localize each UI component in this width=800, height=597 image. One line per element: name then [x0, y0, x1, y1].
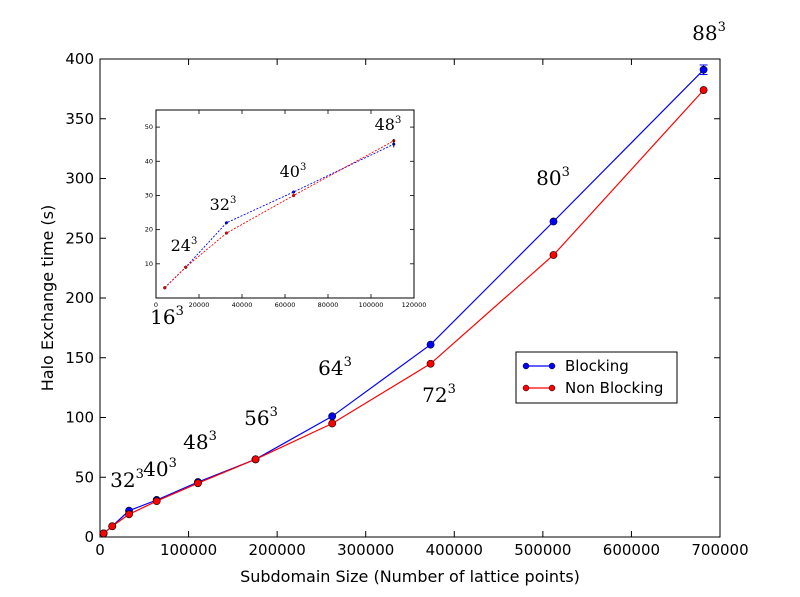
legend-marker	[548, 362, 556, 370]
legend-marker	[548, 384, 556, 392]
inset-size-annotation: 483	[375, 115, 402, 134]
y-tick-label: 250	[65, 229, 94, 247]
inset-data-point	[224, 231, 229, 235]
data-point	[549, 251, 558, 259]
data-point	[549, 217, 558, 226]
inset-data-point	[163, 286, 167, 290]
size-annotation: 163	[150, 304, 184, 329]
inset-y-tick-label: 20	[145, 226, 153, 234]
data-point	[194, 479, 202, 488]
inset-y-tick-label: 50	[145, 123, 153, 131]
data-point	[125, 510, 133, 519]
data-point	[699, 86, 708, 94]
inset-x-tick-label: 20000	[189, 301, 210, 309]
inset-data-point	[224, 221, 229, 225]
inset-size-annotation: 243	[171, 236, 198, 255]
data-point	[99, 529, 108, 538]
y-tick-label: 350	[65, 110, 94, 128]
inset-data-point	[292, 190, 296, 194]
y-axis-label: Halo Exchange time (s)	[38, 205, 57, 391]
y-tick-label: 300	[65, 170, 94, 188]
series-line-non-blocking	[103, 89, 705, 534]
x-tick-label: 0	[95, 541, 105, 559]
x-tick-label: 500000	[514, 541, 571, 559]
legend-marker	[522, 384, 530, 392]
y-tick-label: 0	[84, 528, 94, 546]
size-annotation: 483	[183, 429, 217, 454]
inset-size-annotation: 403	[280, 162, 307, 181]
y-tick-label: 200	[65, 289, 94, 307]
y-tick-label: 150	[65, 349, 94, 367]
legend-box	[515, 351, 678, 404]
size-annotation: 643	[318, 355, 352, 380]
x-tick-label: 100000	[160, 541, 217, 559]
x-tick-label: 700000	[691, 541, 748, 559]
size-annotation: 883	[692, 20, 726, 45]
y-tick-label: 50	[75, 468, 94, 486]
inset-plot-frame	[155, 109, 415, 299]
data-point	[699, 65, 708, 74]
size-annotation: 723	[422, 382, 456, 407]
inset-x-tick-label: 40000	[232, 301, 253, 309]
inset-x-tick-label: 0	[154, 301, 158, 309]
inset-x-tick-label: 100000	[359, 301, 384, 309]
size-annotation: 563	[244, 405, 278, 430]
data-point	[108, 522, 117, 531]
inset-x-tick-label: 120000	[402, 301, 427, 309]
inset-series-line-blocking	[164, 143, 394, 289]
data-point	[251, 455, 260, 464]
data-point	[426, 340, 435, 349]
inset-x-tick-label: 60000	[275, 301, 296, 309]
inset-y-tick-label: 40	[145, 157, 153, 165]
y-tick-label: 400	[65, 50, 94, 68]
inset-y-tick-label: 30	[145, 191, 153, 199]
inset-x-tick-label: 80000	[318, 301, 339, 309]
inset-size-annotation: 323	[210, 195, 237, 214]
inset-data-point	[184, 265, 188, 269]
x-tick-label: 600000	[603, 541, 660, 559]
x-tick-label: 200000	[249, 541, 306, 559]
inset-y-tick-label: 10	[145, 260, 153, 268]
legend-label: Non Blocking	[565, 379, 663, 397]
y-tick-label: 100	[65, 409, 94, 427]
legend-label: Blocking	[565, 357, 629, 375]
size-annotation: 403	[143, 456, 177, 481]
size-annotation: 803	[536, 165, 570, 190]
legend-marker	[522, 362, 530, 370]
inset-data-point	[292, 193, 296, 198]
size-annotation: 323	[110, 467, 144, 492]
data-point	[328, 412, 337, 421]
data-point	[426, 359, 435, 368]
x-tick-label: 400000	[426, 541, 483, 559]
data-point	[328, 419, 337, 428]
data-point	[152, 497, 161, 506]
x-tick-label: 300000	[337, 541, 394, 559]
x-axis-label: Subdomain Size (Number of lattice points…	[240, 567, 580, 586]
